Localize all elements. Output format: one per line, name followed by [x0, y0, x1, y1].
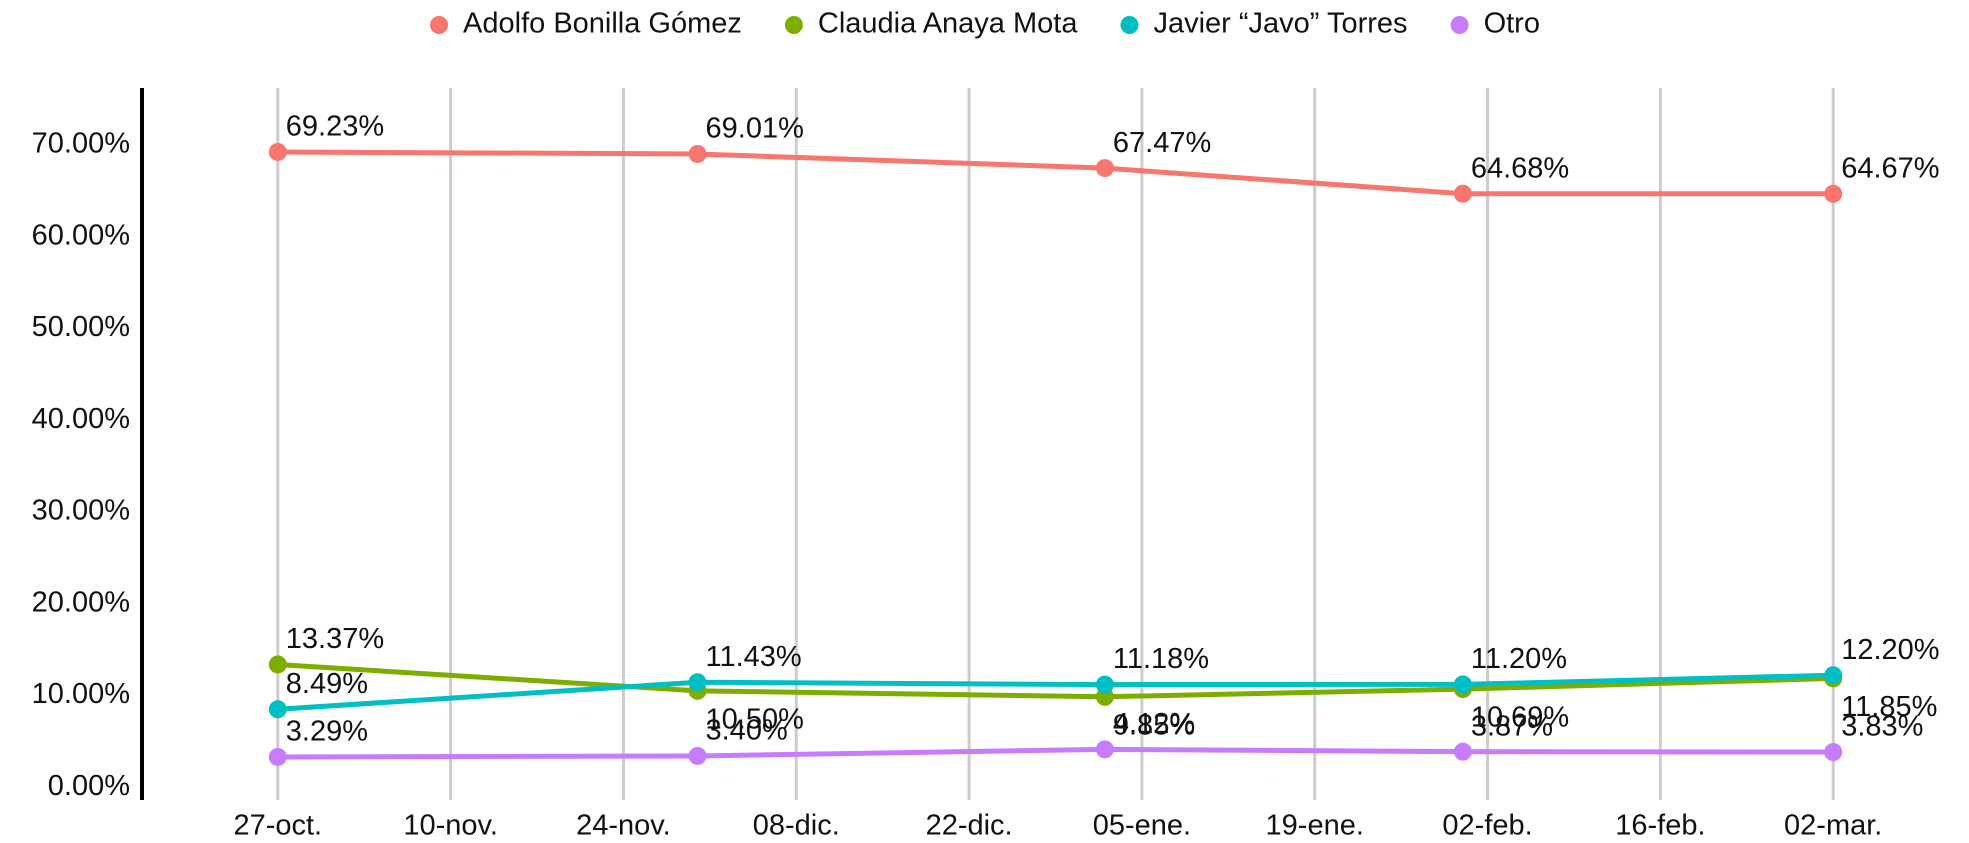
series-line: [277, 149, 1834, 197]
x-tick-label: 02-feb.: [1442, 810, 1532, 842]
data-point: [268, 700, 287, 719]
x-tick-label: 08-dic.: [753, 810, 840, 842]
x-tick-label: 19-ene.: [1266, 810, 1364, 842]
data-label: 10.69%: [1471, 702, 1569, 734]
data-point: [1824, 743, 1843, 762]
data-point: [268, 655, 287, 674]
x-tick-label: 02-mar.: [1784, 810, 1882, 842]
data-label: 3.40%: [706, 715, 788, 747]
legend-marker: [784, 16, 803, 34]
data-label: 9.85%: [1113, 709, 1195, 741]
y-tick-label: 20.00%: [32, 586, 130, 618]
data-label: 11.85%: [1841, 691, 1937, 723]
data-point: [1453, 184, 1472, 203]
x-tick-label: 05-ene.: [1093, 810, 1191, 842]
legend-label: Otro: [1484, 8, 1540, 40]
y-tick-label: 50.00%: [32, 311, 130, 343]
data-label: 3.29%: [286, 716, 368, 748]
legend-item: Adolfo Bonilla Gómez: [430, 8, 742, 40]
x-tick-label: 16-feb.: [1615, 810, 1705, 842]
legend-item: Claudia Anaya Mota: [784, 8, 1078, 40]
x-tick-label: 22-dic.: [926, 810, 1013, 842]
data-label: 11.43%: [706, 641, 802, 673]
data-point: [688, 144, 707, 163]
data-label: 12.20%: [1841, 634, 1939, 666]
data-point: [1824, 666, 1843, 685]
data-label: 69.23%: [286, 111, 384, 143]
data-label: 3.87%: [1471, 710, 1553, 742]
legend-label: Javier “Javo” Torres: [1153, 8, 1407, 40]
legend-marker: [1450, 16, 1469, 34]
data-point: [1095, 159, 1114, 178]
data-label: 13.37%: [286, 623, 384, 655]
data-point: [1095, 675, 1114, 694]
y-tick-label: 0.00%: [48, 770, 130, 802]
data-label: 69.01%: [706, 113, 804, 145]
data-point: [1453, 742, 1472, 761]
data-point: [1453, 675, 1472, 694]
y-tick-label: 30.00%: [32, 495, 130, 527]
y-tick-label: 60.00%: [32, 219, 130, 251]
x-tick-label: 27-oct.: [233, 810, 322, 842]
data-point: [688, 746, 707, 765]
legend-label: Adolfo Bonilla Gómez: [463, 8, 742, 40]
data-point: [1824, 184, 1843, 203]
y-tick-label: 10.00%: [32, 678, 130, 710]
data-point: [688, 673, 707, 692]
data-label: 64.68%: [1471, 152, 1569, 184]
data-point: [268, 142, 287, 161]
x-tick-label: 24-nov.: [576, 810, 671, 842]
y-tick-label: 70.00%: [32, 128, 130, 160]
data-label: 11.20%: [1471, 643, 1567, 675]
data-label: 67.47%: [1113, 127, 1211, 159]
legend-item: Otro: [1450, 8, 1540, 40]
data-label: 3.83%: [1841, 711, 1923, 743]
data-label: 8.49%: [286, 668, 368, 700]
y-tick-label: 40.00%: [32, 403, 130, 435]
data-label: 11.18%: [1113, 643, 1209, 675]
legend: Adolfo Bonilla Gómez Claudia Anaya Mota Ja…: [430, 8, 1540, 40]
x-tick-label: 10-nov.: [403, 810, 498, 842]
legend-item: Javier “Javo” Torres: [1120, 8, 1408, 40]
series-line: [277, 746, 1834, 760]
legend-marker: [430, 16, 449, 34]
legend-label: Claudia Anaya Mota: [818, 8, 1078, 40]
data-point: [268, 747, 287, 766]
data-label: 64.67%: [1841, 152, 1939, 184]
legend-marker: [1120, 16, 1139, 34]
data-label: 4.12%: [1113, 708, 1195, 740]
data-label: 10.50%: [706, 703, 804, 735]
data-point: [1095, 740, 1114, 759]
